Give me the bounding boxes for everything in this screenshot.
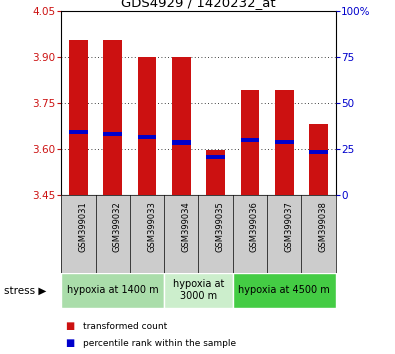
Text: GSM399031: GSM399031 [78, 201, 87, 252]
FancyBboxPatch shape [233, 273, 336, 308]
Text: GSM399033: GSM399033 [147, 201, 156, 252]
Bar [275, 140, 294, 144]
Text: ■: ■ [65, 338, 74, 348]
Text: hypoxia at
3000 m: hypoxia at 3000 m [173, 279, 224, 301]
Bar [137, 135, 156, 139]
Bar [103, 132, 122, 136]
Bar [103, 40, 122, 195]
Text: hypoxia at 1400 m: hypoxia at 1400 m [67, 285, 158, 295]
Text: stress ▶: stress ▶ [4, 285, 46, 295]
Bar [172, 57, 191, 195]
Text: percentile rank within the sample: percentile rank within the sample [83, 339, 236, 348]
Bar [309, 150, 328, 154]
Bar [275, 90, 294, 195]
FancyBboxPatch shape [61, 273, 164, 308]
Text: ■: ■ [65, 321, 74, 331]
Bar [309, 124, 328, 195]
Text: GSM399038: GSM399038 [319, 201, 327, 252]
Text: hypoxia at 4500 m: hypoxia at 4500 m [239, 285, 330, 295]
Bar [69, 40, 88, 195]
FancyBboxPatch shape [164, 273, 233, 308]
Text: GSM399036: GSM399036 [250, 201, 259, 252]
Bar [172, 141, 191, 145]
Bar [241, 138, 260, 142]
Title: GDS4929 / 1420232_at: GDS4929 / 1420232_at [121, 0, 276, 10]
Bar [206, 155, 225, 159]
Bar [206, 150, 225, 195]
Text: GSM399035: GSM399035 [216, 201, 225, 252]
Text: GSM399037: GSM399037 [284, 201, 293, 252]
Bar [241, 90, 260, 195]
Text: transformed count: transformed count [83, 322, 167, 331]
Bar [137, 57, 156, 195]
Bar [69, 130, 88, 134]
Text: GSM399032: GSM399032 [113, 201, 122, 252]
Text: GSM399034: GSM399034 [181, 201, 190, 252]
